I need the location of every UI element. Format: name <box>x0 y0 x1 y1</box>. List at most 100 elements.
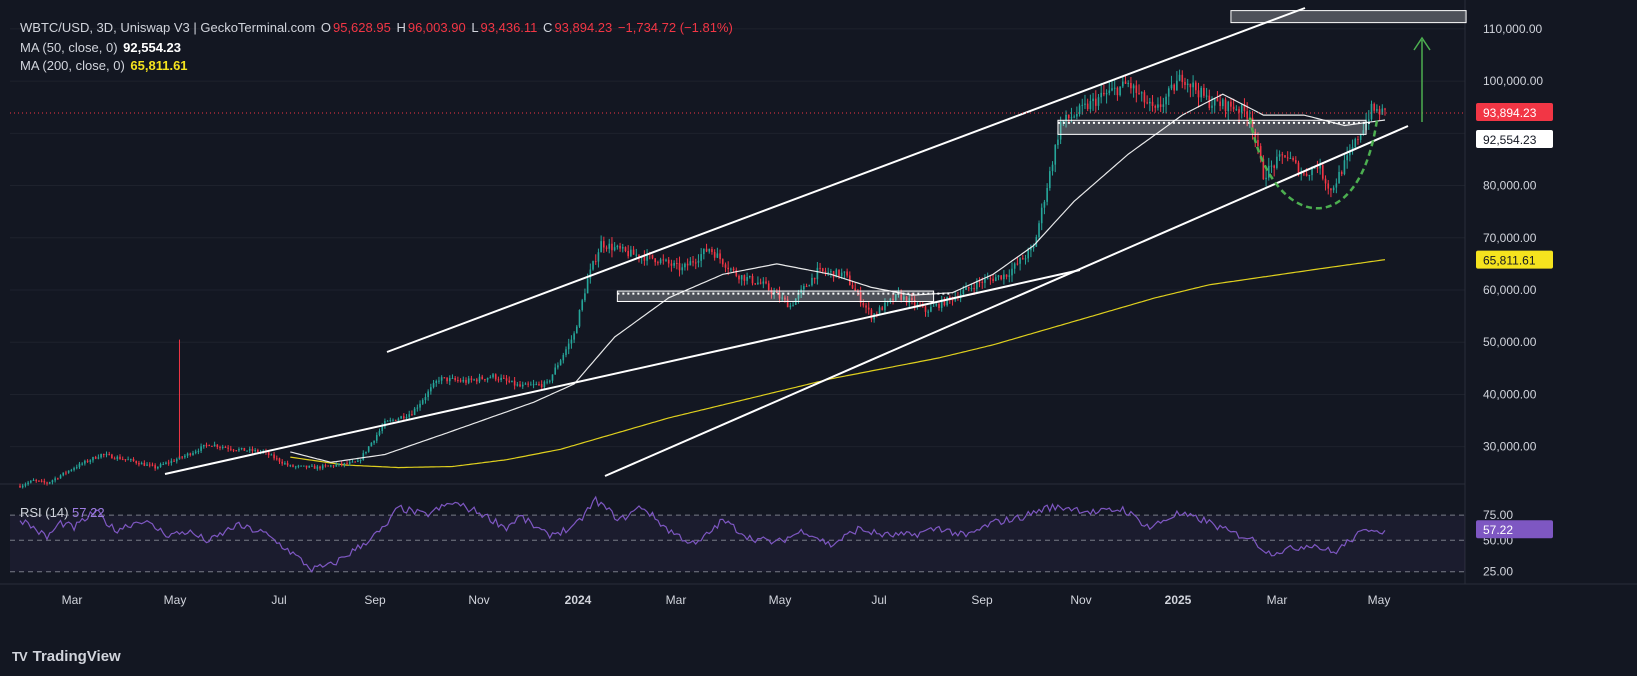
candle-body <box>738 275 740 280</box>
candle-body <box>1135 85 1138 93</box>
candle-body <box>273 454 275 459</box>
candle-body <box>1305 173 1308 176</box>
candle-body <box>500 377 502 380</box>
candle-body <box>1105 93 1108 95</box>
candle-body <box>1278 154 1281 157</box>
candle-body <box>808 285 811 287</box>
candle-body <box>686 263 689 266</box>
candle-body <box>1111 88 1113 91</box>
candle-body <box>859 292 862 303</box>
candle-body <box>1092 98 1094 102</box>
candle-body <box>73 468 75 470</box>
candle-body <box>1084 103 1086 105</box>
candle-body <box>278 458 281 462</box>
candle-body <box>1313 167 1316 169</box>
ma200-legend[interactable]: MA (200, close, 0) 65,811.61 <box>20 58 190 73</box>
ma50-label: MA (50, close, 0) <box>20 40 118 55</box>
candle-body <box>59 475 62 479</box>
x-tick-label: May <box>164 593 187 607</box>
candle-body <box>470 378 473 380</box>
candle-body <box>1335 183 1338 188</box>
candle-body <box>573 333 575 340</box>
change-value: −1,734.72 (−1.81%) <box>617 20 733 35</box>
candle-body <box>1019 258 1021 264</box>
ma200-line <box>290 259 1386 469</box>
candle-body <box>805 286 808 288</box>
candle-body <box>776 292 778 294</box>
candle-body <box>130 459 132 461</box>
y-tick-label: 100,000.00 <box>1483 74 1543 88</box>
candle-body <box>1240 104 1243 113</box>
rsi-badge-bg <box>1476 520 1553 539</box>
candle-body <box>767 283 770 290</box>
candle-body <box>1235 109 1238 111</box>
support-zone <box>1230 10 1467 24</box>
candle-body <box>365 451 367 454</box>
candle-body <box>1238 109 1240 113</box>
candle-body <box>357 460 359 462</box>
candle-body <box>1189 83 1192 88</box>
candle-body <box>708 249 711 252</box>
candle-body <box>1316 167 1319 169</box>
candle-body <box>132 459 135 462</box>
candle-body <box>1159 104 1162 107</box>
candle-body <box>1094 98 1097 106</box>
candle-body <box>181 456 183 458</box>
last-price-badge-bg <box>1476 102 1553 121</box>
candle-body <box>803 286 805 290</box>
candle-body <box>997 275 1000 278</box>
candle-body <box>124 459 127 461</box>
candle-body <box>846 271 848 276</box>
candle-body <box>508 380 511 382</box>
candle-body <box>1030 248 1032 251</box>
candle-body <box>135 461 138 464</box>
candle-body <box>1124 81 1127 84</box>
candle-body <box>676 263 678 265</box>
candle-body <box>270 454 273 456</box>
candle-body <box>867 307 870 310</box>
candle-body <box>92 457 94 461</box>
candle-body <box>324 465 327 467</box>
rsi-legend[interactable]: RSI (14) 57.22 <box>20 505 105 520</box>
ma50-legend[interactable]: MA (50, close, 0) 92,554.23 <box>20 40 183 55</box>
candle-body <box>821 268 824 272</box>
tradingview-brand[interactable]: TV TradingView <box>12 648 121 665</box>
candle-body <box>192 453 194 455</box>
candle-body <box>1170 84 1173 89</box>
candle-body <box>703 248 705 255</box>
candle-body <box>1205 95 1208 97</box>
candle-body <box>830 271 832 273</box>
candle-body <box>1354 139 1357 148</box>
candle-body <box>408 414 411 417</box>
candle-body <box>527 383 529 385</box>
candle-body <box>935 303 938 306</box>
candle-body <box>878 307 881 314</box>
candle-body <box>221 446 224 448</box>
candle-body <box>435 380 438 384</box>
candle-body <box>1192 82 1194 88</box>
candle-body <box>1376 109 1378 111</box>
candle-body <box>724 264 727 268</box>
candle-body <box>497 379 500 381</box>
candle-body <box>930 306 932 312</box>
candle-body <box>421 400 424 404</box>
candle-body <box>765 281 767 284</box>
candle-body <box>1154 105 1157 108</box>
candle-body <box>1203 87 1205 96</box>
candle-body <box>297 465 300 467</box>
candle-body <box>1281 154 1284 156</box>
candle-body <box>75 467 78 469</box>
candle-body <box>1227 101 1230 112</box>
candle-body <box>1021 258 1024 260</box>
candle-body <box>981 281 984 283</box>
candle-body <box>84 460 86 464</box>
candle-body <box>792 304 794 306</box>
candle-body <box>438 380 440 382</box>
candle-body <box>986 278 989 280</box>
candle-body <box>43 480 46 483</box>
candle-body <box>1181 74 1184 82</box>
candle-body <box>984 278 986 283</box>
candle-body <box>38 480 40 482</box>
candle-body <box>624 247 627 251</box>
